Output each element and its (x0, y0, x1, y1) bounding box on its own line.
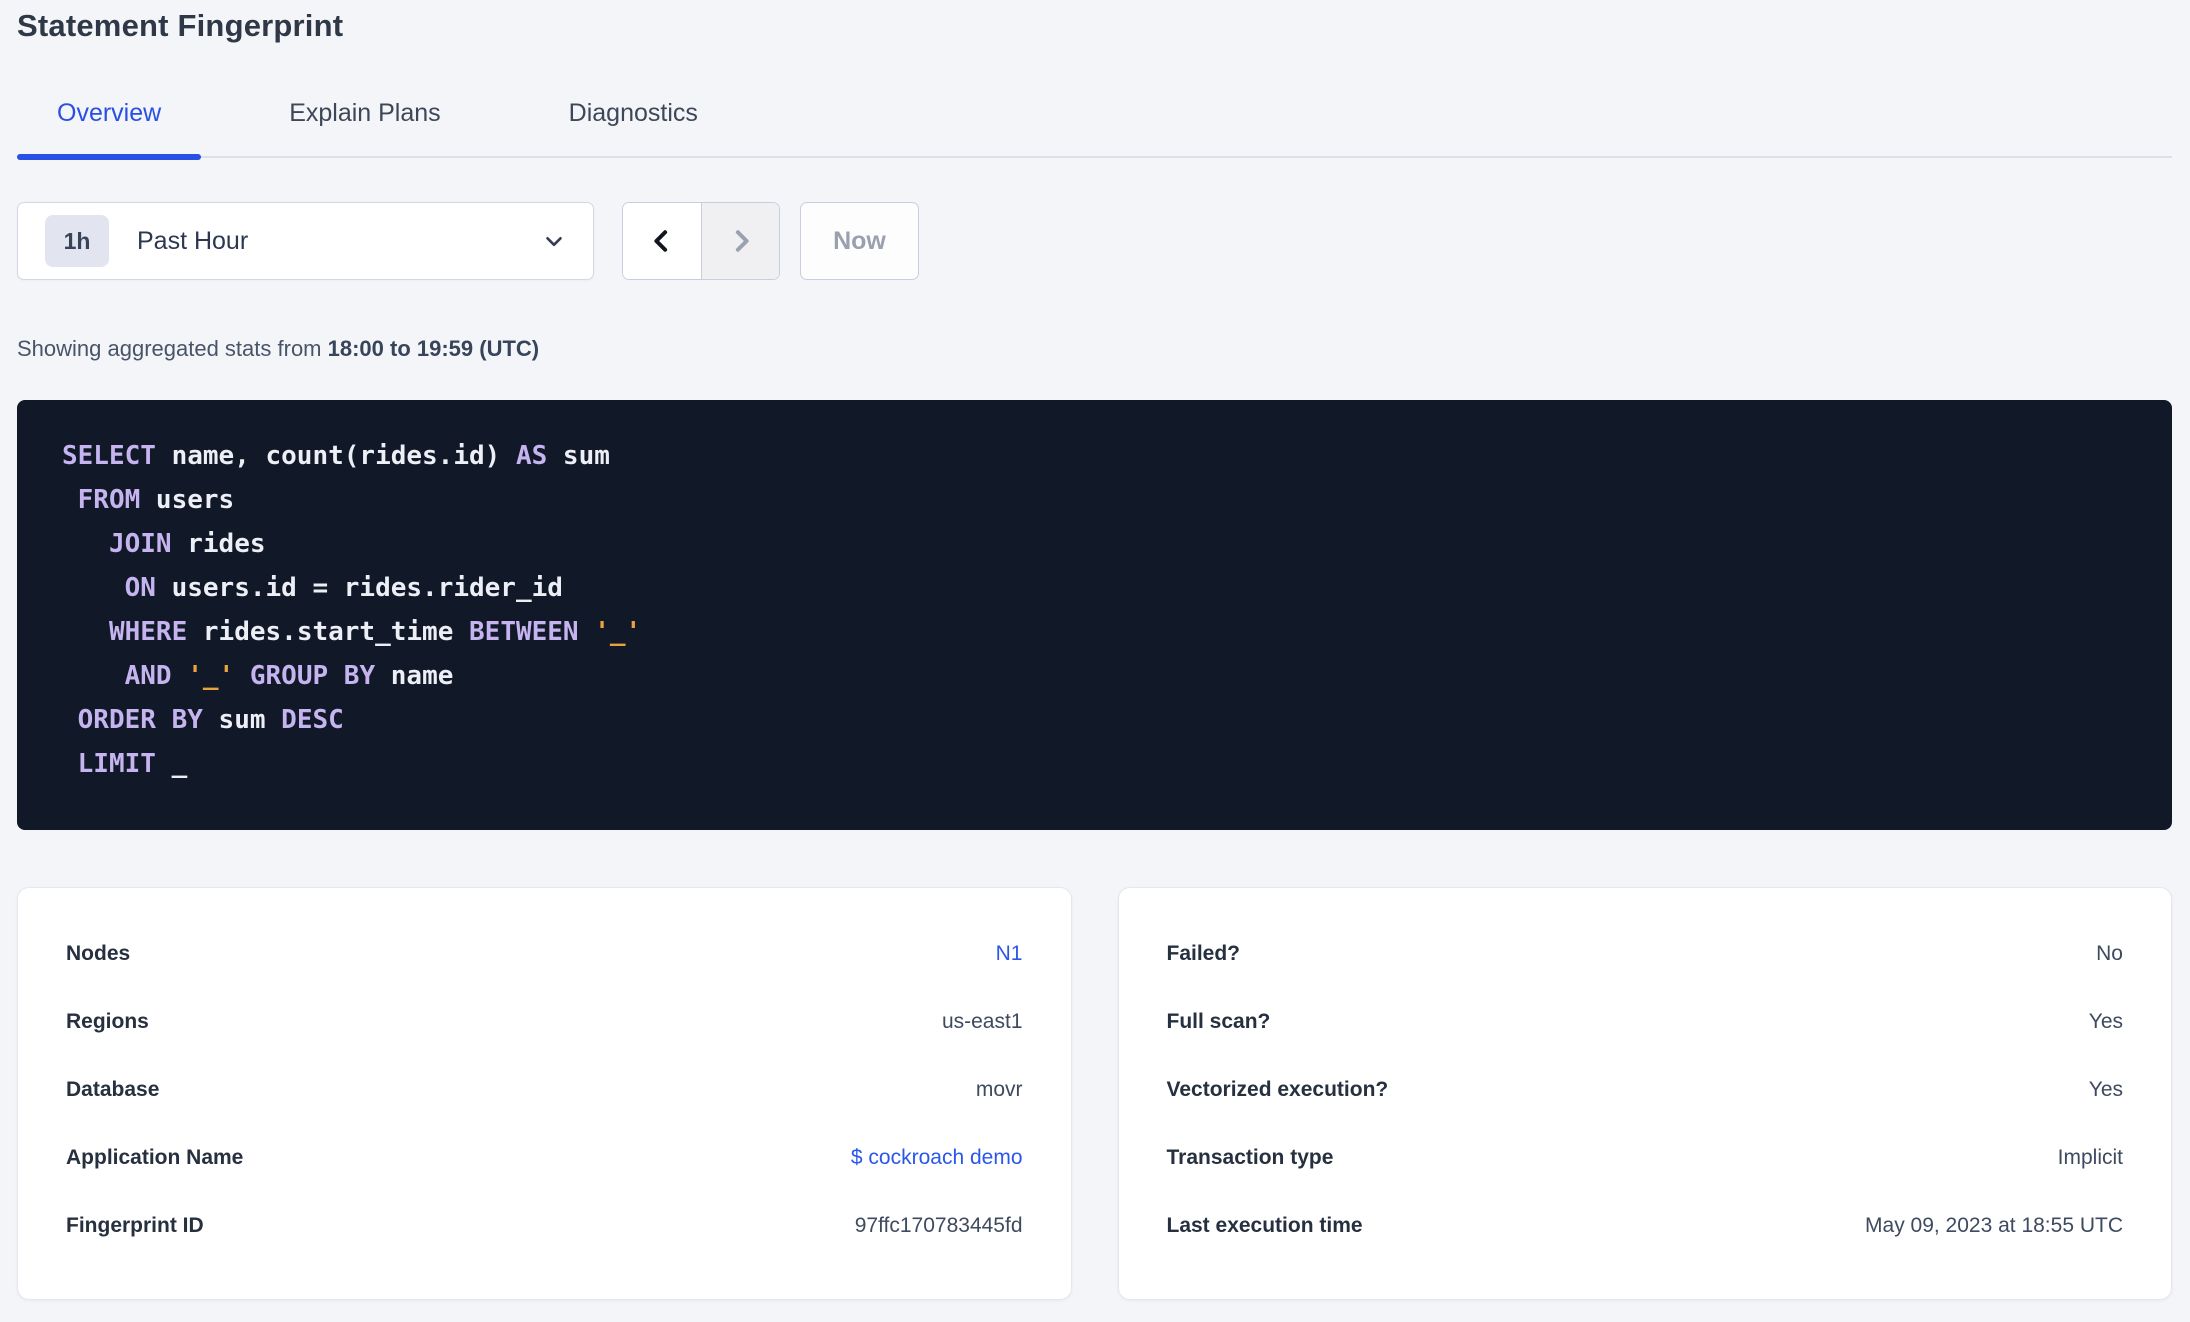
time-prev-button[interactable] (623, 203, 701, 279)
sql-token-kw: DESC (281, 705, 344, 735)
time-next-button[interactable] (701, 203, 779, 279)
sql-line: WHERE rides.start_time BETWEEN '_' (62, 610, 2132, 654)
info-label: Regions (66, 1010, 149, 1033)
time-controls: 1h Past Hour Now (17, 202, 2172, 280)
aggregation-note-range: 18:00 to 19:59 (UTC) (327, 336, 540, 361)
info-row-vectorized-execution: Vectorized execution? Yes (1167, 1078, 2124, 1106)
info-row-fingerprint-id: Fingerprint ID 97ffc170783445fd (66, 1214, 1023, 1242)
sql-token-pl: _ (155, 749, 188, 779)
sql-token-pl (62, 661, 125, 691)
sql-token-str: '_' (594, 617, 642, 647)
sql-token-kw: ORDER BY (77, 705, 203, 735)
sql-token-pl (172, 661, 188, 691)
sql-token-pl: users (140, 485, 235, 515)
sql-line: LIMIT _ (62, 742, 2132, 786)
sql-token-kw: SELECT (62, 441, 156, 471)
sql-token-kw: FROM (77, 485, 141, 515)
sql-token-kw: WHERE (108, 617, 188, 647)
sql-line: AND '_' GROUP BY name (62, 654, 2132, 698)
sql-token-pl (234, 661, 250, 691)
time-range-label: Past Hour (137, 226, 249, 255)
aggregation-note-prefix: Showing aggregated stats from (17, 336, 328, 361)
sql-token-pl (62, 705, 78, 735)
page-title: Statement Fingerprint (17, 8, 344, 43)
info-label: Fingerprint ID (66, 1214, 204, 1237)
info-value-link[interactable]: $ cockroach demo (850, 1146, 1023, 1169)
sql-token-kw: AND (124, 661, 172, 691)
info-row-full-scan: Full scan? Yes (1167, 1010, 2124, 1038)
sql-line: ON users.id = rides.rider_id (62, 566, 2132, 610)
info-label: Transaction type (1166, 1146, 1334, 1169)
sql-token-pl: name (375, 661, 454, 691)
sql-token-pl: name, count(rides.id) (155, 441, 516, 471)
sql-line: SELECT name, count(rides.id) AS sum (62, 434, 2132, 478)
info-value: Yes (2088, 1010, 2123, 1033)
info-row-failed: Failed? No (1167, 942, 2124, 970)
sql-token-kw: BETWEEN (469, 617, 579, 647)
sql-statement-box: SELECT name, count(rides.id) AS sum FROM… (17, 400, 2172, 830)
details-cards: Nodes N1 Regions us-east1 Database movr Applic… (17, 887, 2172, 1300)
info-label: Full scan? (1166, 1010, 1271, 1033)
info-row-regions: Regions us-east1 (66, 1010, 1023, 1038)
sql-token-pl (62, 485, 78, 515)
sql-token-str: '_' (187, 661, 235, 691)
details-card-right: Failed? No Full scan? Yes Vectorized executi… (1117, 887, 2172, 1300)
info-label: Last execution time (1166, 1214, 1363, 1237)
sql-token-pl: users.id = rides.rider_id (155, 573, 563, 603)
info-value: May 09, 2023 at 18:55 UTC (1865, 1214, 2123, 1237)
info-row-nodes: Nodes N1 (66, 942, 1023, 970)
sql-token-pl (62, 749, 78, 779)
info-row-application-name: Application Name $ cockroach demo (66, 1146, 1023, 1174)
info-value: 97ffc170783445fd (854, 1214, 1023, 1237)
tab-bar: Overview Explain Plans Diagnostics (17, 96, 2172, 160)
time-range-badge: 1h (45, 215, 109, 267)
info-value: movr (975, 1078, 1023, 1101)
sql-line: FROM users (62, 478, 2132, 522)
info-label: Nodes (66, 942, 131, 965)
sql-token-kw: AS (515, 441, 548, 471)
sql-token-pl: sum (202, 705, 282, 735)
tab-explain-plans[interactable]: Explain Plans (289, 99, 441, 127)
sql-token-kw: LIMIT (77, 749, 156, 779)
info-value: Yes (2088, 1078, 2123, 1101)
info-value: No (2096, 942, 2123, 965)
sql-line: JOIN rides (62, 522, 2132, 566)
info-value: Implicit (2057, 1146, 2123, 1169)
chevron-down-icon (546, 236, 562, 247)
details-card-left: Nodes N1 Regions us-east1 Database movr Applic… (17, 887, 1072, 1300)
chevron-right-icon (735, 230, 749, 252)
info-value: us-east1 (941, 1010, 1023, 1033)
sql-token-pl: rides.start_time (187, 617, 470, 647)
info-label: Application Name (66, 1146, 244, 1169)
sql-token-kw: GROUP BY (249, 661, 376, 691)
sql-token-pl (579, 617, 595, 647)
sql-token-pl (62, 617, 109, 647)
sql-token-pl: sum (547, 441, 610, 471)
info-label: Database (66, 1078, 160, 1101)
aggregation-note: Showing aggregated stats from 18:00 to 1… (17, 336, 2172, 362)
info-value-link[interactable]: N1 (995, 942, 1023, 965)
sql-line: ORDER BY sum DESC (62, 698, 2132, 742)
sql-token-kw: ON (124, 573, 156, 603)
info-row-last-execution-time: Last execution time May 09, 2023 at 18:55… (1167, 1214, 2124, 1242)
chevron-left-icon (654, 230, 668, 252)
sql-token-pl (62, 529, 109, 559)
tab-overview[interactable]: Overview (17, 96, 202, 160)
info-label: Vectorized execution? (1166, 1078, 1389, 1101)
info-row-transaction-type: Transaction type Implicit (1167, 1146, 2124, 1174)
now-button[interactable]: Now (800, 202, 919, 280)
tab-diagnostics[interactable]: Diagnostics (568, 99, 698, 127)
time-nav-group (622, 202, 780, 280)
sql-token-pl (62, 573, 125, 603)
info-label: Failed? (1166, 942, 1241, 965)
sql-token-kw: JOIN (108, 529, 172, 559)
info-row-database: Database movr (66, 1078, 1023, 1106)
sql-token-pl: rides (171, 529, 266, 559)
time-range-dropdown[interactable]: 1h Past Hour (17, 202, 594, 280)
